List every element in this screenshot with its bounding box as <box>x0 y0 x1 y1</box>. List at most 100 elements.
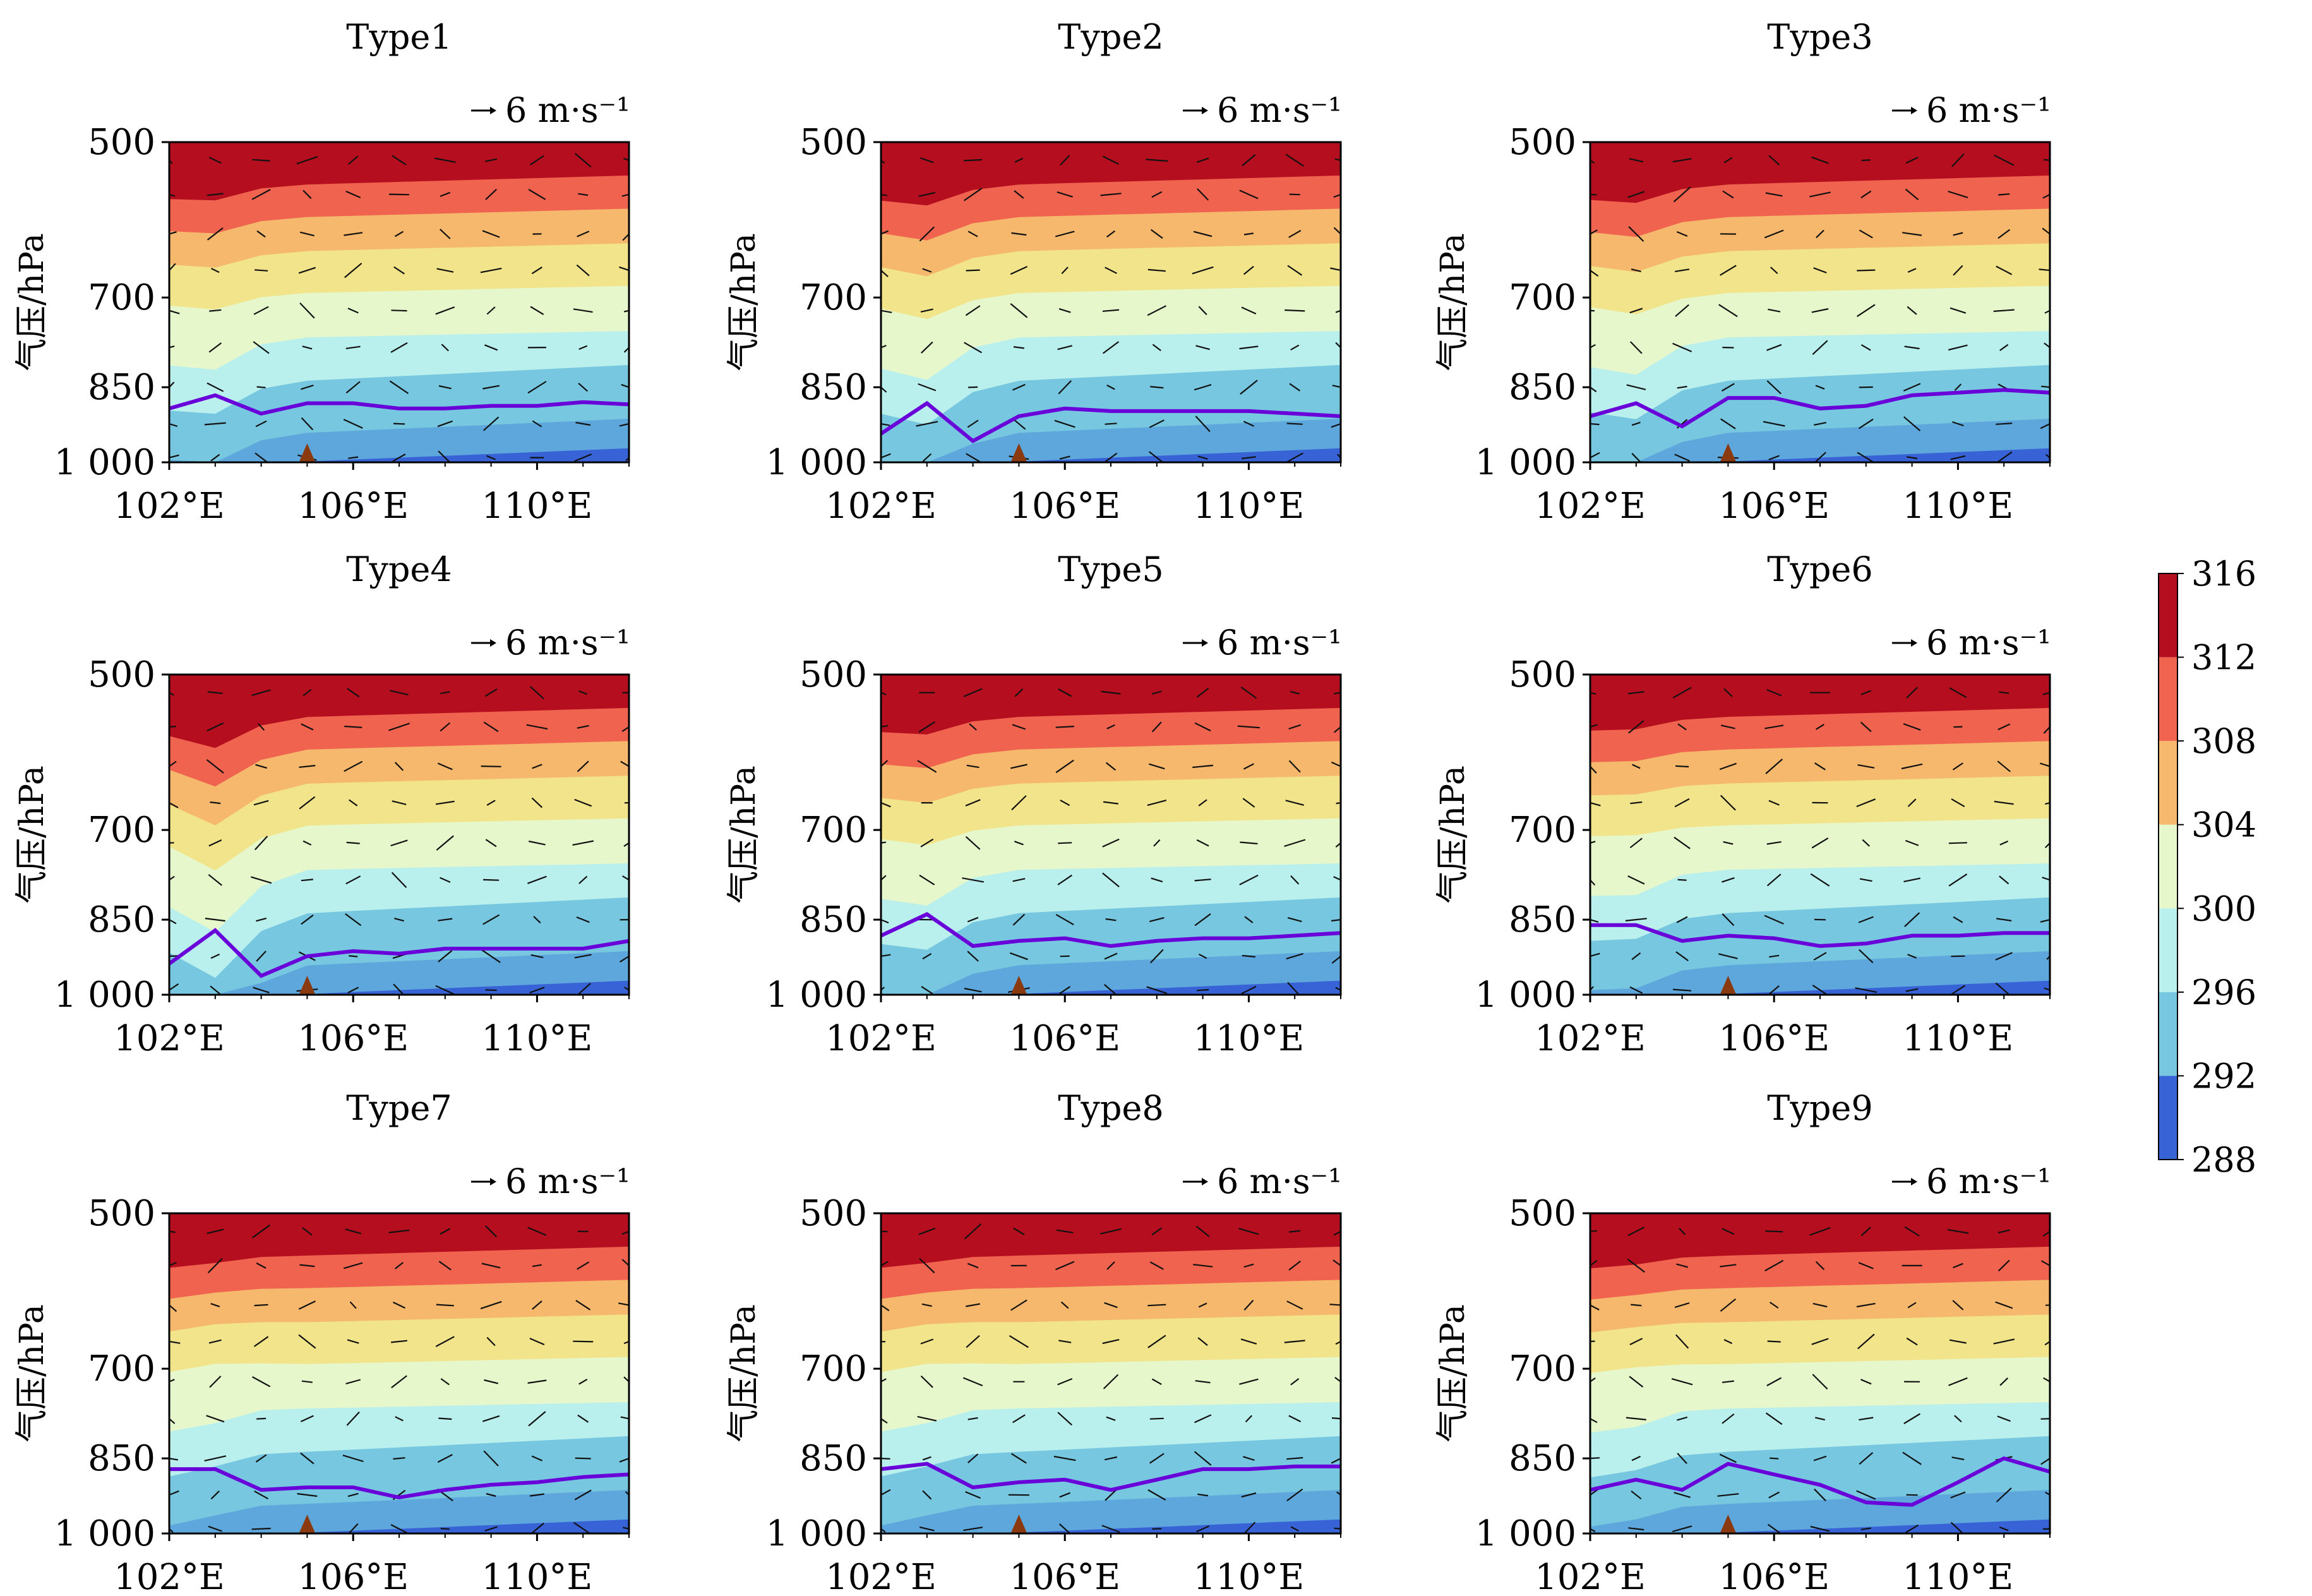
wind-arrow <box>486 1336 496 1347</box>
y-tick-label: 850 <box>800 899 867 940</box>
wind-arrow <box>1722 1228 1735 1235</box>
wind-arrow <box>964 159 983 162</box>
x-tick-label: 106°E <box>297 1018 409 1059</box>
wind-arrow <box>1105 918 1117 921</box>
wind-arrow <box>169 801 179 808</box>
wind-arrow <box>298 1300 316 1310</box>
wind-arrow <box>527 1379 547 1384</box>
wind-arrow <box>1289 1230 1301 1233</box>
wind-arrow <box>1241 456 1256 460</box>
wind-arrow <box>919 1257 935 1274</box>
wind-arrow <box>250 876 272 884</box>
colorbar-tick-label: 288 <box>2191 1140 2256 1180</box>
wind-arrow <box>1816 229 1824 239</box>
wind-arrow <box>621 1259 629 1267</box>
wind-arrow <box>1629 986 1643 994</box>
wind-arrow <box>1194 722 1211 732</box>
x-tick-label: 110°E <box>482 486 593 527</box>
wind-arrow <box>1244 916 1254 923</box>
wind-arrow <box>1953 726 1963 728</box>
wind-arrow <box>881 230 889 235</box>
wind-arrow <box>881 692 887 696</box>
wind-arrow <box>921 341 933 354</box>
wind-arrow <box>1949 687 1967 699</box>
wind-arrow <box>1331 761 1341 767</box>
wind-arrow <box>1241 306 1257 315</box>
wind-arrow <box>1814 762 1826 771</box>
wind-arrow <box>301 879 314 882</box>
wind-arrow <box>347 1492 359 1497</box>
wind-arrow <box>1590 724 1598 728</box>
wind-arrow <box>390 1524 408 1533</box>
wind-arrow <box>622 232 629 241</box>
wind-arrow <box>1768 985 1780 995</box>
wind-arrow <box>1151 1227 1163 1236</box>
wind-arrow <box>967 1417 978 1420</box>
y-tick-label: 500 <box>1509 1193 1576 1234</box>
wind-arrow <box>438 1417 452 1420</box>
wind-arrow <box>1590 841 1596 844</box>
boundary-layer-line <box>1590 388 2050 429</box>
wind-arrow <box>1335 842 1341 848</box>
wind-arrow <box>1720 418 1736 429</box>
wind-arrow <box>2046 955 2050 960</box>
wind-arrow <box>1336 453 1341 459</box>
y-tick-label: 700 <box>88 277 155 318</box>
wind-arrow <box>301 417 314 431</box>
wind-arrow <box>1627 1227 1645 1237</box>
wind-arrow <box>966 269 980 272</box>
colorbar-tick-label: 300 <box>2191 889 2256 928</box>
wind-arrow <box>1764 229 1784 239</box>
wind-arrow <box>620 760 629 767</box>
wind-arrow <box>1287 265 1303 276</box>
wind-arrow <box>210 1303 220 1307</box>
wind-arrow <box>574 954 592 959</box>
wind-arrow <box>573 308 593 313</box>
wind-arrow <box>1286 452 1303 462</box>
wind-arrow <box>1288 760 1301 773</box>
y-tick-label: 500 <box>88 122 155 163</box>
x-tick-label: 106°E <box>297 486 409 527</box>
vector-key-arrowhead <box>490 107 496 114</box>
wind-arrow <box>1102 872 1120 887</box>
band-320 <box>881 675 1341 735</box>
y-tick-label: 500 <box>800 1193 867 1234</box>
wind-arrow <box>2044 309 2050 314</box>
boundary-layer-line <box>1590 923 2050 948</box>
wind-arrow <box>919 874 935 885</box>
wind-arrow <box>1590 344 1596 349</box>
wind-arrow <box>1677 385 1687 389</box>
wind-arrow <box>1951 798 1965 808</box>
wind-arrow <box>1058 1340 1072 1343</box>
wind-arrow <box>1859 386 1873 388</box>
wind-arrow <box>390 690 409 696</box>
wind-arrow <box>1590 452 1600 459</box>
wind-arrow <box>1675 951 1689 961</box>
wind-arrow <box>1859 949 1874 964</box>
wind-arrow <box>532 1264 542 1268</box>
wind-arrow <box>169 1340 181 1344</box>
wind-arrow <box>440 691 450 694</box>
panel-title: Type4 <box>346 549 452 589</box>
wind-arrow <box>484 1526 498 1532</box>
wind-arrow <box>881 875 887 881</box>
wind-arrow <box>1333 692 1341 695</box>
wind-arrow <box>2043 1377 2050 1383</box>
wind-arrow <box>1196 1525 1210 1533</box>
wind-arrow <box>1012 878 1026 882</box>
wind-arrow <box>1766 1377 1782 1386</box>
wind-arrow <box>625 1491 629 1496</box>
wind-arrow <box>392 453 406 462</box>
wind-arrow <box>1906 1337 1918 1346</box>
wind-arrow <box>1811 156 1829 164</box>
wind-arrow <box>1105 1489 1117 1501</box>
wind-arrow <box>1060 799 1070 807</box>
panel-title: Type9 <box>1767 1088 1872 1128</box>
wind-arrow <box>1856 1302 1876 1308</box>
wind-arrow <box>1104 952 1118 960</box>
band-320 <box>1590 675 2050 731</box>
vector-key-label: 6 m·s⁻¹ <box>1926 90 2051 130</box>
vector-key-label: 6 m·s⁻¹ <box>1217 90 1342 130</box>
wind-arrow <box>624 987 629 991</box>
